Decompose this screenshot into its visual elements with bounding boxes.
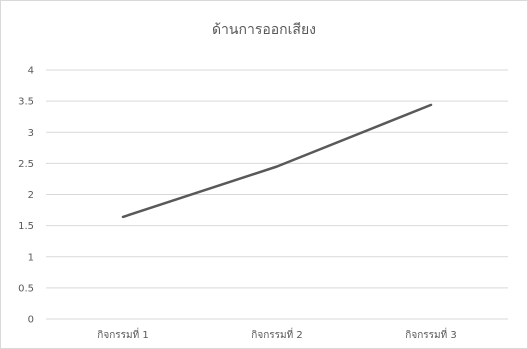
y-tick-label: 2.5 [18,159,34,170]
series-group [121,103,433,219]
y-tick-label: 4 [28,66,34,77]
x-tick-label: กิจกรรมที่ 2 [251,327,302,341]
series-line [121,103,433,219]
x-tick-label: กิจกรรมที่ 3 [405,327,456,341]
y-tick-label: 1 [28,252,34,263]
gridlines [46,69,508,320]
chart-title: ด้านการออกเสียง [211,22,317,38]
y-tick-label: 3 [28,128,34,139]
y-tick-label: 0 [28,315,34,326]
y-tick-label: 0.5 [18,283,34,294]
x-axis-tick-labels: กิจกรรมที่ 1 กิจกรรมที่ 2 กิจกรรมที่ 3 [97,327,456,341]
y-tick-label: 1.5 [18,221,34,232]
y-tick-label: 2 [28,190,34,201]
x-tick-label: กิจกรรมที่ 1 [97,327,148,341]
y-axis-tick-labels: 0 0.5 1 1.5 2 2.5 3 3.5 4 [18,66,34,326]
y-tick-label: 3.5 [18,97,34,108]
